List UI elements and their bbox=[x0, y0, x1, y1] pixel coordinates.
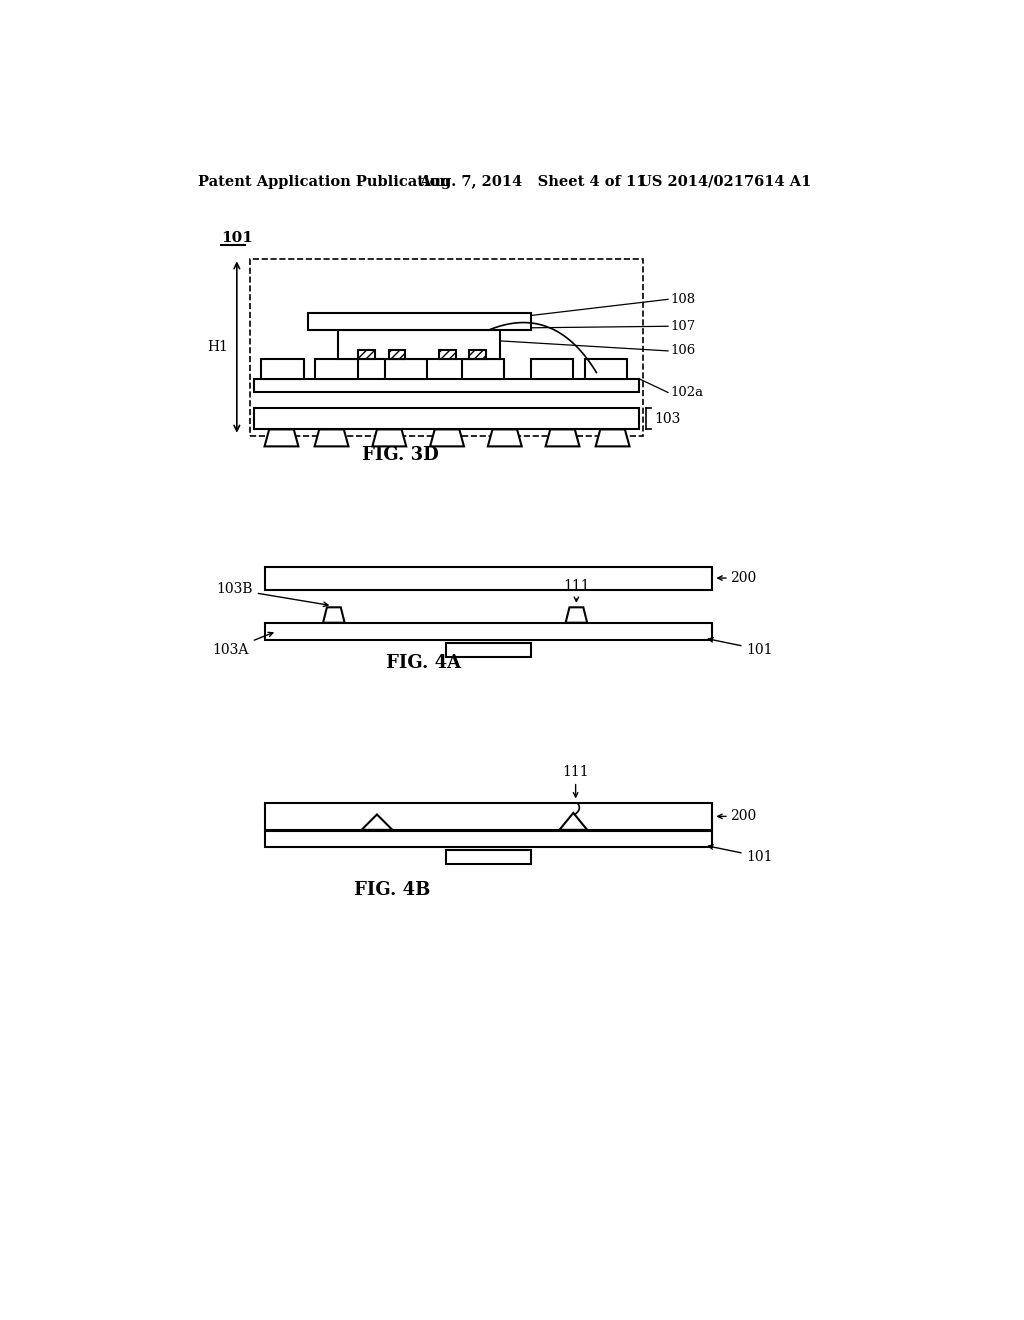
Bar bbox=[357, 350, 375, 359]
Bar bbox=[261, 359, 304, 379]
Bar bbox=[307, 313, 531, 330]
Text: FIG. 3D: FIG. 3D bbox=[361, 446, 438, 463]
Polygon shape bbox=[596, 429, 630, 446]
Polygon shape bbox=[546, 429, 580, 446]
Bar bbox=[446, 850, 531, 863]
Bar bbox=[254, 408, 639, 429]
Bar bbox=[265, 623, 712, 640]
Text: 103: 103 bbox=[654, 412, 681, 425]
Polygon shape bbox=[430, 429, 464, 446]
Bar bbox=[462, 359, 504, 379]
Polygon shape bbox=[361, 814, 392, 830]
Text: 101: 101 bbox=[221, 231, 253, 244]
Bar bbox=[265, 566, 712, 590]
Polygon shape bbox=[373, 429, 407, 446]
Polygon shape bbox=[264, 429, 298, 446]
Bar bbox=[446, 643, 531, 656]
Bar bbox=[585, 359, 628, 379]
Text: 111: 111 bbox=[563, 579, 590, 602]
Bar bbox=[469, 350, 486, 359]
Polygon shape bbox=[565, 607, 587, 623]
Text: 101: 101 bbox=[709, 845, 773, 863]
Text: 103B: 103B bbox=[216, 582, 328, 606]
Text: 107: 107 bbox=[671, 319, 695, 333]
Bar bbox=[385, 359, 427, 379]
Text: 102a: 102a bbox=[671, 385, 703, 399]
Bar bbox=[339, 330, 500, 359]
Bar bbox=[265, 832, 712, 847]
Bar bbox=[265, 803, 712, 830]
Text: Aug. 7, 2014   Sheet 4 of 11: Aug. 7, 2014 Sheet 4 of 11 bbox=[419, 174, 647, 189]
Text: 200: 200 bbox=[730, 572, 757, 585]
Polygon shape bbox=[323, 607, 345, 623]
Text: H1: H1 bbox=[208, 341, 228, 354]
Bar bbox=[388, 350, 406, 359]
Text: US 2014/0217614 A1: US 2014/0217614 A1 bbox=[639, 174, 811, 189]
Text: 103A: 103A bbox=[212, 632, 272, 656]
Bar bbox=[531, 359, 573, 379]
Polygon shape bbox=[487, 429, 521, 446]
Polygon shape bbox=[314, 429, 348, 446]
Text: Patent Application Publication: Patent Application Publication bbox=[199, 174, 451, 189]
Polygon shape bbox=[559, 813, 587, 830]
Bar bbox=[438, 350, 456, 359]
Text: 200: 200 bbox=[730, 809, 757, 824]
Bar bbox=[315, 359, 357, 379]
Text: FIG. 4A: FIG. 4A bbox=[386, 653, 461, 672]
Text: FIG. 4B: FIG. 4B bbox=[354, 880, 430, 899]
Bar bbox=[254, 379, 639, 392]
Text: 101: 101 bbox=[709, 638, 773, 656]
Text: 111: 111 bbox=[562, 766, 589, 797]
Text: 106: 106 bbox=[671, 345, 695, 358]
Bar bbox=[250, 259, 643, 436]
Text: 108: 108 bbox=[671, 293, 695, 306]
